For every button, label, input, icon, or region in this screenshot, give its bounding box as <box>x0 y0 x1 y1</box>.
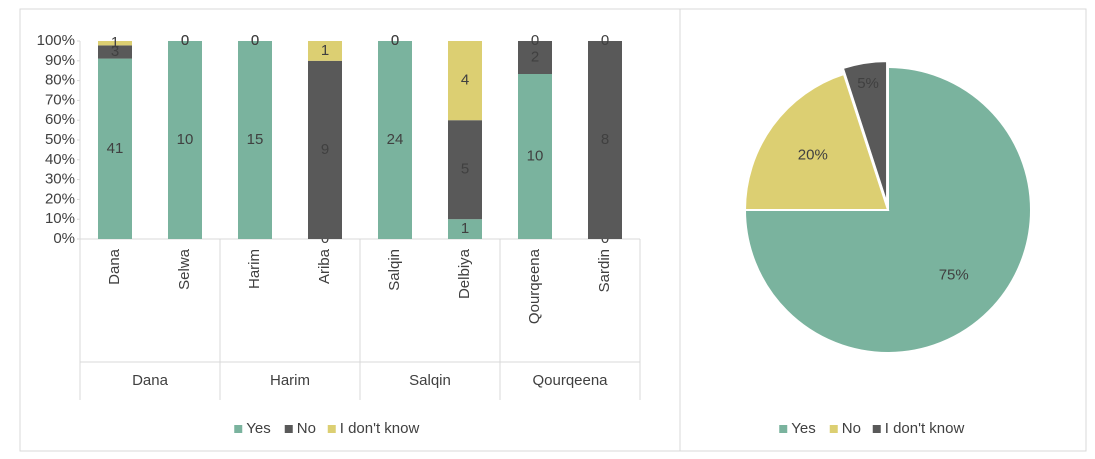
data-label: 5 <box>461 161 469 178</box>
x-tick-label: Delbiya <box>456 248 473 299</box>
y-tick-label: 70% <box>45 91 75 108</box>
data-label: 24 <box>387 131 404 148</box>
bar-segment <box>448 219 482 239</box>
data-label: 0 <box>251 32 259 49</box>
bar-segment <box>98 41 132 46</box>
x-tick-label: Ariba <box>316 248 333 284</box>
bar-segment <box>98 45 132 59</box>
bar-segment <box>448 41 482 121</box>
pie-slice <box>743 72 890 211</box>
data-label: 0 <box>391 32 399 49</box>
data-label: 10 <box>527 147 544 164</box>
bar-segment <box>378 41 412 239</box>
group-label: Dana <box>132 372 169 389</box>
bar-segment <box>308 60 342 239</box>
bar-segment <box>168 41 202 239</box>
legend-swatch <box>234 425 243 433</box>
y-tick-label: 10% <box>45 210 75 227</box>
y-tick-label: 50% <box>45 131 75 148</box>
data-label: 0 <box>391 32 399 49</box>
data-label: 1 <box>321 42 329 59</box>
bar-segment <box>308 41 342 61</box>
pie-slice <box>841 60 889 205</box>
data-label: 3 <box>111 43 119 60</box>
legend-swatch <box>284 425 293 433</box>
legend-label: No <box>297 420 316 437</box>
x-tick-label: Harim <box>246 249 263 289</box>
data-label: 0 <box>181 32 189 49</box>
legend-swatch <box>779 425 788 433</box>
bar-segment <box>98 58 132 239</box>
y-tick-label: 90% <box>45 52 75 69</box>
legend-label: Yes <box>246 420 270 437</box>
legend-swatch <box>829 425 838 433</box>
data-label: 0 <box>531 32 539 49</box>
data-label: 0 <box>181 32 189 49</box>
y-tick-label: 30% <box>45 171 75 188</box>
bar-segment <box>448 120 482 220</box>
data-label: 0 <box>601 32 609 49</box>
y-tick-label: 0% <box>53 230 75 247</box>
data-label: 1 <box>461 220 469 237</box>
data-label: 8 <box>601 131 609 148</box>
data-label: 20% <box>798 146 828 163</box>
legend-label: No <box>842 420 861 437</box>
y-tick-label: 100% <box>37 32 75 49</box>
data-label: 9 <box>321 141 329 158</box>
data-label: 75% <box>939 267 969 284</box>
legend-label: Yes <box>791 420 815 437</box>
pie-slice <box>743 65 1032 354</box>
x-tick-label: Qourqeena <box>526 248 543 324</box>
group-label: Qourqeena <box>532 372 608 389</box>
y-tick-label: 80% <box>45 72 75 89</box>
data-label: 41 <box>107 140 124 157</box>
x-tick-label: Salqin <box>386 249 403 291</box>
bar-segment <box>588 41 622 239</box>
x-tick-label: Dana <box>106 248 123 285</box>
data-label: 1 <box>111 34 119 51</box>
bar-segment <box>518 74 552 239</box>
data-label: 4 <box>461 72 469 89</box>
legend-label: I don't know <box>340 420 420 437</box>
bar-segment <box>518 41 552 74</box>
data-label: 0 <box>251 32 259 49</box>
legend-label: I don't know <box>885 420 965 437</box>
data-label: 10 <box>177 131 194 148</box>
y-tick-label: 60% <box>45 111 75 128</box>
data-label: 5% <box>857 75 879 92</box>
x-tick-label: Sardin <box>596 249 613 292</box>
x-tick-label: Selwa <box>176 248 193 290</box>
group-label: Harim <box>270 372 310 389</box>
bar-segment <box>238 41 272 239</box>
group-label: Salqin <box>409 372 451 389</box>
data-label: 15 <box>247 131 264 148</box>
data-label: 2 <box>531 48 539 65</box>
y-tick-label: 20% <box>45 190 75 207</box>
y-tick-label: 40% <box>45 151 75 168</box>
legend-swatch <box>327 425 336 433</box>
legend-swatch <box>872 425 881 433</box>
